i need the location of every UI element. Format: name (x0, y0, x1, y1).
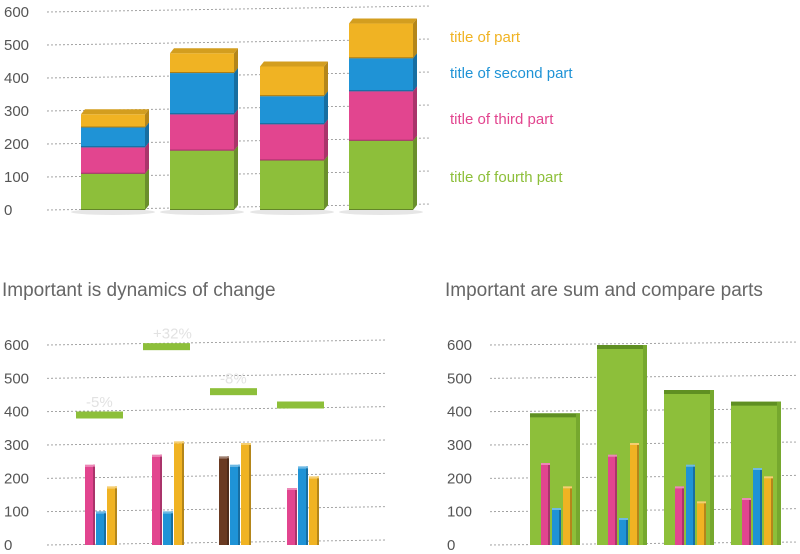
part-bar (619, 518, 628, 545)
stacked-bar-segment (349, 18, 417, 59)
dynamics-bar (309, 476, 319, 545)
part-bar (686, 464, 695, 545)
gridline (46, 439, 386, 446)
change-label: -5% (86, 394, 113, 411)
gridline (46, 506, 386, 513)
dynamics-bar (230, 464, 240, 545)
y-tick-label: 600 (4, 4, 29, 21)
stacked-bar-segment (349, 86, 417, 141)
sum-chart-title: Important are sum and compare parts (445, 280, 763, 301)
y-tick-label: 200 (4, 470, 29, 487)
stacked-bar-segment (260, 61, 328, 97)
bar-shadow (339, 209, 423, 215)
change-marker (277, 401, 324, 409)
change-marker (76, 411, 123, 419)
y-tick-label: 300 (447, 437, 472, 454)
y-tick-label: 200 (4, 136, 29, 153)
gridline (46, 372, 386, 379)
dynamics-chart-title: Important is dynamics of change (2, 280, 276, 301)
stacked-bar-segment (170, 68, 238, 115)
gridline (489, 374, 799, 379)
dynamics-bar (85, 464, 95, 545)
change-marker (143, 343, 190, 351)
part-bar (764, 476, 773, 545)
gridline (46, 472, 386, 479)
legend-entry: title of part (450, 29, 521, 46)
stacked-bar-segment (260, 119, 328, 161)
y-tick-label: 500 (4, 370, 29, 387)
stacked-bar-segment (170, 145, 238, 210)
y-tick-label: 100 (447, 504, 472, 521)
dynamics-bar (163, 511, 173, 545)
y-tick-label: 0 (447, 537, 455, 554)
y-tick-label: 300 (4, 103, 29, 120)
bar-shadow (250, 209, 334, 215)
y-tick-label: 500 (4, 37, 29, 54)
dynamics-bar (152, 454, 162, 545)
y-tick-label: 200 (447, 470, 472, 487)
dynamics-chart-grid: 0 100 200 300 400 500 600 (4, 337, 386, 554)
change-marker (210, 388, 257, 396)
y-tick-label: 100 (4, 504, 29, 521)
part-bar (552, 508, 561, 545)
y-tick-label: 0 (4, 202, 12, 219)
part-bar (608, 454, 617, 545)
dynamics-chart-bars: -5% +32% -8% (76, 326, 324, 545)
stacked-bar-segment (349, 135, 417, 210)
stacked-bar-segment (81, 109, 149, 128)
bar-shadow (71, 209, 155, 215)
dynamics-bar (174, 441, 184, 545)
y-tick-label: 300 (4, 437, 29, 454)
y-tick-label: 600 (4, 337, 29, 354)
gridline (46, 5, 431, 13)
dynamics-bar (287, 488, 297, 545)
change-label: +32% (153, 326, 192, 343)
y-tick-label: 0 (4, 537, 12, 554)
dynamics-bar (241, 443, 251, 545)
part-bar (697, 501, 706, 545)
y-tick-label: 500 (447, 370, 472, 387)
part-bar (563, 486, 572, 545)
gridline (46, 339, 386, 346)
bar-shadow (160, 209, 244, 215)
part-bar (753, 468, 762, 545)
y-tick-label: 600 (447, 337, 472, 354)
y-tick-label: 400 (447, 404, 472, 421)
part-bar (675, 486, 684, 545)
change-label: -8% (220, 371, 247, 388)
part-bar (630, 443, 639, 545)
stacked-bar-segment (260, 155, 328, 210)
dynamics-bar (107, 486, 117, 545)
dynamics-bar (298, 466, 308, 545)
dynamics-bar (219, 456, 229, 545)
y-tick-label: 400 (4, 70, 29, 87)
stacked-bar-segment (81, 168, 149, 210)
stacked-bar-segment (349, 53, 417, 92)
part-bar (541, 463, 550, 545)
top-chart-bars (71, 18, 423, 215)
top-chart-grid: 0 100 200 300 400 500 600 (4, 4, 431, 219)
stacked-bar-segment (170, 48, 238, 74)
legend-entry: title of third part (450, 111, 554, 128)
sum-chart-bars (530, 345, 781, 545)
total-bar (597, 345, 647, 545)
part-bar (742, 498, 751, 545)
stacked-bar-segment (170, 109, 238, 151)
legend-entry: title of second part (450, 65, 573, 82)
gridline (46, 406, 386, 413)
y-tick-label: 100 (4, 169, 29, 186)
gridline (489, 341, 799, 346)
y-tick-label: 400 (4, 404, 29, 421)
legend-entry: title of fourth part (450, 169, 563, 186)
dynamics-bar (96, 511, 106, 545)
